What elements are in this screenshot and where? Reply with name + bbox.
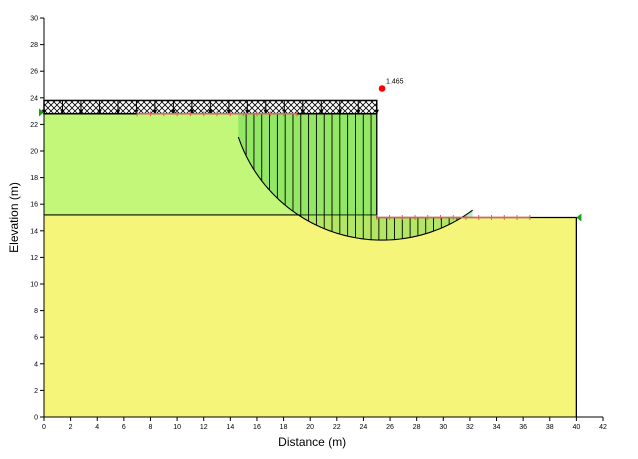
y-tick-label-20: 20 — [30, 149, 38, 156]
x-tick-label-28: 28 — [413, 424, 421, 431]
load-arrow-head-7 — [152, 109, 158, 115]
y-tick-label-16: 16 — [30, 202, 38, 209]
x-tick-label-4: 4 — [95, 424, 99, 431]
load-arrow-head-13 — [263, 109, 269, 115]
x-tick-label-8: 8 — [149, 424, 153, 431]
entry-exit-ranges — [136, 111, 531, 220]
x-tick-label-12: 12 — [200, 424, 208, 431]
x-tick-label-2: 2 — [69, 424, 73, 431]
axes — [43, 18, 603, 418]
y-tick-label-26: 26 — [30, 69, 38, 76]
load-arrow-head-3 — [78, 109, 84, 115]
x-tick-label-40: 40 — [572, 424, 580, 431]
load-arrow-head-4 — [97, 109, 102, 115]
x-axis-ticks: 0 2 4 6 8 10 12 14 16 18 20 22 24 26 28 30 32 34 36 38 40 42 — [42, 417, 607, 431]
load-arrow-head-19 — [374, 109, 379, 115]
y-tick-label-12: 12 — [30, 255, 38, 262]
slip-surface-arc — [237, 136, 473, 241]
markers — [39, 85, 582, 222]
load-arrow-head-18 — [356, 109, 361, 115]
y-tick-label-8: 8 — [34, 308, 38, 315]
load-arrow-head-10 — [208, 109, 213, 115]
load-arrow-head-17 — [337, 109, 342, 115]
y-tick-label-14: 14 — [30, 228, 38, 235]
x-tick-label-30: 30 — [439, 424, 447, 431]
y-tick-label-2: 2 — [34, 388, 38, 395]
surcharge-load — [41, 99, 379, 115]
x-tick-label-6: 6 — [122, 424, 126, 431]
load-arrow-head-14 — [282, 109, 287, 115]
piezometric-marker-2 — [576, 213, 582, 222]
x-tick-label-32: 32 — [466, 424, 474, 431]
x-tick-label-34: 34 — [493, 424, 501, 431]
x-tick-label-0: 0 — [42, 424, 46, 431]
load-arrow-head-15 — [300, 109, 305, 115]
y-tick-label-4: 4 — [34, 361, 38, 368]
material-region-1 — [43, 214, 577, 418]
load-arrow-head-16 — [319, 109, 324, 115]
x-tick-label-14: 14 — [226, 424, 234, 431]
y-tick-label-30: 30 — [30, 16, 38, 23]
critical-slip-center — [378, 85, 386, 92]
y-tick-label-0: 0 — [34, 415, 38, 422]
x-tick-label-26: 26 — [386, 424, 394, 431]
x-tick-label-18: 18 — [280, 424, 288, 431]
x-tick-label-16: 16 — [253, 424, 261, 431]
factor-of-safety-label: 1.465 — [386, 78, 404, 85]
x-tick-label-24: 24 — [360, 424, 368, 431]
y-tick-label-18: 18 — [30, 175, 38, 182]
load-arrow-head-11 — [226, 109, 232, 115]
load-arrow-head-8 — [171, 109, 176, 115]
x-axis-title: Distance (m) — [278, 435, 346, 449]
x-tick-label-38: 38 — [546, 424, 554, 431]
piezometric-marker-1 — [39, 108, 44, 117]
x-tick-label-20: 20 — [306, 424, 314, 431]
y-tick-label-6: 6 — [34, 335, 38, 342]
y-tick-label-24: 24 — [30, 95, 38, 102]
slip-slices — [237, 113, 473, 241]
load-arrow-head-5 — [115, 109, 121, 115]
load-arrow-head-2 — [60, 109, 65, 115]
x-tick-label-10: 10 — [173, 424, 181, 431]
x-tick-label-42: 42 — [599, 424, 607, 431]
y-axis-title: Elevation (m) — [7, 182, 21, 253]
y-tick-label-22: 22 — [30, 122, 38, 129]
x-tick-label-36: 36 — [519, 424, 527, 431]
y-tick-label-28: 28 — [30, 42, 38, 49]
load-arrow-head-6 — [134, 109, 139, 115]
y-tick-label-10: 10 — [30, 282, 38, 289]
load-arrow-head-12 — [245, 109, 250, 115]
load-arrow-head-9 — [189, 109, 195, 115]
x-tick-label-22: 22 — [333, 424, 341, 431]
